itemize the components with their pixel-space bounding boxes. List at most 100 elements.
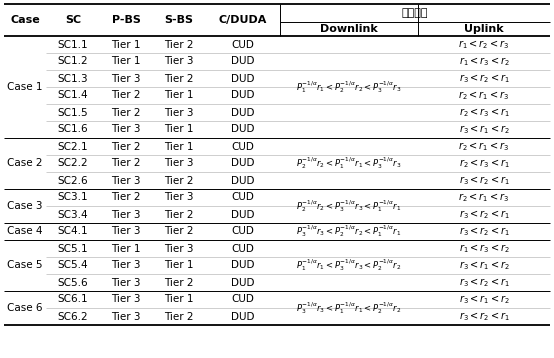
Text: SC1.1: SC1.1 <box>58 39 88 49</box>
Text: $r_3 < r_1 < r_2$: $r_3 < r_1 < r_2$ <box>459 293 509 306</box>
Text: Tier 2: Tier 2 <box>111 107 141 117</box>
Text: Tier 1: Tier 1 <box>164 295 193 305</box>
Text: $P_1^{-1/\alpha}r_1 < P_2^{-1/\alpha}r_2 < P_3^{-1/\alpha}r_3$: $P_1^{-1/\alpha}r_1 < P_2^{-1/\alpha}r_2… <box>296 79 402 95</box>
Text: Tier 3: Tier 3 <box>164 107 193 117</box>
Text: Tier 2: Tier 2 <box>164 311 193 321</box>
Text: $r_1 < r_3 < r_2$: $r_1 < r_3 < r_2$ <box>459 242 509 255</box>
Text: Tier 3: Tier 3 <box>164 57 193 67</box>
Text: Tier 3: Tier 3 <box>164 243 193 253</box>
Text: $r_3 < r_1 < r_2$: $r_3 < r_1 < r_2$ <box>459 259 509 272</box>
Text: DUD: DUD <box>231 125 254 135</box>
Text: SC3.1: SC3.1 <box>58 193 88 203</box>
Text: Tier 3: Tier 3 <box>111 261 141 271</box>
Text: Tier 1: Tier 1 <box>111 243 141 253</box>
Text: Tier 2: Tier 2 <box>164 227 193 237</box>
Text: Tier 2: Tier 2 <box>164 277 193 287</box>
Text: $r_3 < r_2 < r_1$: $r_3 < r_2 < r_1$ <box>459 174 510 187</box>
Text: SC: SC <box>65 15 81 25</box>
Text: SC6.2: SC6.2 <box>58 311 88 321</box>
Text: C/DUDA: C/DUDA <box>218 15 266 25</box>
Text: $P_2^{-1/\alpha}r_2 < P_1^{-1/\alpha}r_1 < P_3^{-1/\alpha}r_3$: $P_2^{-1/\alpha}r_2 < P_1^{-1/\alpha}r_1… <box>296 156 402 171</box>
Text: $P_2^{-1/\alpha}r_2 < P_3^{-1/\alpha}r_3 < P_1^{-1/\alpha}r_1$: $P_2^{-1/\alpha}r_2 < P_3^{-1/\alpha}r_3… <box>296 198 402 214</box>
Text: Tier 1: Tier 1 <box>164 91 193 101</box>
Text: DUD: DUD <box>231 107 254 117</box>
Text: Tier 2: Tier 2 <box>164 175 193 185</box>
Text: Tier 3: Tier 3 <box>111 227 141 237</box>
Text: $r_2 < r_1 < r_3$: $r_2 < r_1 < r_3$ <box>459 89 510 102</box>
Text: Case: Case <box>10 15 40 25</box>
Text: DUD: DUD <box>231 57 254 67</box>
Text: Tier 1: Tier 1 <box>164 141 193 151</box>
Text: Case 2: Case 2 <box>7 159 43 169</box>
Text: SC1.6: SC1.6 <box>58 125 88 135</box>
Text: Tier 2: Tier 2 <box>164 73 193 83</box>
Text: Case 5: Case 5 <box>7 261 43 271</box>
Text: $r_2 < r_1 < r_3$: $r_2 < r_1 < r_3$ <box>459 191 510 204</box>
Text: CUD: CUD <box>231 141 254 151</box>
Text: Tier 2: Tier 2 <box>111 141 141 151</box>
Text: CUD: CUD <box>231 227 254 237</box>
Text: Tier 2: Tier 2 <box>111 193 141 203</box>
Text: $r_2 < r_1 < r_3$: $r_2 < r_1 < r_3$ <box>459 140 510 153</box>
Text: DUD: DUD <box>231 209 254 219</box>
Text: DUD: DUD <box>231 311 254 321</box>
Text: Case 6: Case 6 <box>7 303 43 313</box>
Text: DUD: DUD <box>231 91 254 101</box>
Text: SC1.2: SC1.2 <box>58 57 88 67</box>
Text: $r_1 < r_3 < r_2$: $r_1 < r_3 < r_2$ <box>459 55 509 68</box>
Text: $r_3 < r_2 < r_1$: $r_3 < r_2 < r_1$ <box>459 208 510 221</box>
Text: Uplink: Uplink <box>464 24 504 34</box>
Text: SC2.2: SC2.2 <box>58 159 88 169</box>
Text: SC5.1: SC5.1 <box>58 243 88 253</box>
Text: Tier 3: Tier 3 <box>164 159 193 169</box>
Text: CUD: CUD <box>231 243 254 253</box>
Text: Tier 2: Tier 2 <box>111 159 141 169</box>
Text: SC4.1: SC4.1 <box>58 227 88 237</box>
Text: DUD: DUD <box>231 175 254 185</box>
Text: SC2.6: SC2.6 <box>58 175 88 185</box>
Text: SC1.4: SC1.4 <box>58 91 88 101</box>
Text: $r_3 < r_2 < r_1$: $r_3 < r_2 < r_1$ <box>459 72 510 85</box>
Text: $r_3 < r_2 < r_1$: $r_3 < r_2 < r_1$ <box>459 310 510 323</box>
Text: SC3.4: SC3.4 <box>58 209 88 219</box>
Text: $r_3 < r_2 < r_1$: $r_3 < r_2 < r_1$ <box>459 276 510 289</box>
Text: Tier 1: Tier 1 <box>111 57 141 67</box>
Text: $r_3 < r_1 < r_2$: $r_3 < r_1 < r_2$ <box>459 123 509 136</box>
Text: $r_2 < r_3 < r_1$: $r_2 < r_3 < r_1$ <box>459 106 510 119</box>
Text: DUD: DUD <box>231 277 254 287</box>
Text: Case 1: Case 1 <box>7 82 43 92</box>
Text: Tier 1: Tier 1 <box>164 261 193 271</box>
Text: Tier 1: Tier 1 <box>111 39 141 49</box>
Text: $r_1 < r_2 < r_3$: $r_1 < r_2 < r_3$ <box>459 38 510 51</box>
Text: 级联条件: 级联条件 <box>402 8 428 18</box>
Text: Tier 2: Tier 2 <box>164 209 193 219</box>
Text: Tier 3: Tier 3 <box>111 209 141 219</box>
Text: CUD: CUD <box>231 295 254 305</box>
Text: $r_3 < r_2 < r_1$: $r_3 < r_2 < r_1$ <box>459 225 510 238</box>
Text: Case 3: Case 3 <box>7 201 43 211</box>
Text: Tier 2: Tier 2 <box>111 91 141 101</box>
Text: Tier 3: Tier 3 <box>111 175 141 185</box>
Text: Case 4: Case 4 <box>7 227 43 237</box>
Text: Tier 2: Tier 2 <box>164 39 193 49</box>
Text: $P_3^{-1/\alpha}r_3 < P_1^{-1/\alpha}r_1 < P_2^{-1/\alpha}r_2$: $P_3^{-1/\alpha}r_3 < P_1^{-1/\alpha}r_1… <box>296 300 402 316</box>
Text: $P_3^{-1/\alpha}r_3 < P_2^{-1/\alpha}r_2 < P_1^{-1/\alpha}r_1$: $P_3^{-1/\alpha}r_3 < P_2^{-1/\alpha}r_2… <box>296 224 402 239</box>
Text: DUD: DUD <box>231 261 254 271</box>
Text: Tier 3: Tier 3 <box>111 73 141 83</box>
Text: $r_2 < r_3 < r_1$: $r_2 < r_3 < r_1$ <box>459 157 510 170</box>
Text: CUD: CUD <box>231 193 254 203</box>
Text: SC2.1: SC2.1 <box>58 141 88 151</box>
Text: Tier 3: Tier 3 <box>111 311 141 321</box>
Text: Tier 3: Tier 3 <box>111 277 141 287</box>
Text: Downlink: Downlink <box>320 24 378 34</box>
Text: Tier 3: Tier 3 <box>111 125 141 135</box>
Text: SC1.3: SC1.3 <box>58 73 88 83</box>
Text: P-BS: P-BS <box>111 15 140 25</box>
Text: SC1.5: SC1.5 <box>58 107 88 117</box>
Text: SC5.4: SC5.4 <box>58 261 88 271</box>
Text: DUD: DUD <box>231 73 254 83</box>
Text: S-BS: S-BS <box>164 15 193 25</box>
Text: Tier 3: Tier 3 <box>111 295 141 305</box>
Text: $P_1^{-1/\alpha}r_1 < P_3^{-1/\alpha}r_3 < P_2^{-1/\alpha}r_2$: $P_1^{-1/\alpha}r_1 < P_3^{-1/\alpha}r_3… <box>296 258 402 273</box>
Text: SC5.6: SC5.6 <box>58 277 88 287</box>
